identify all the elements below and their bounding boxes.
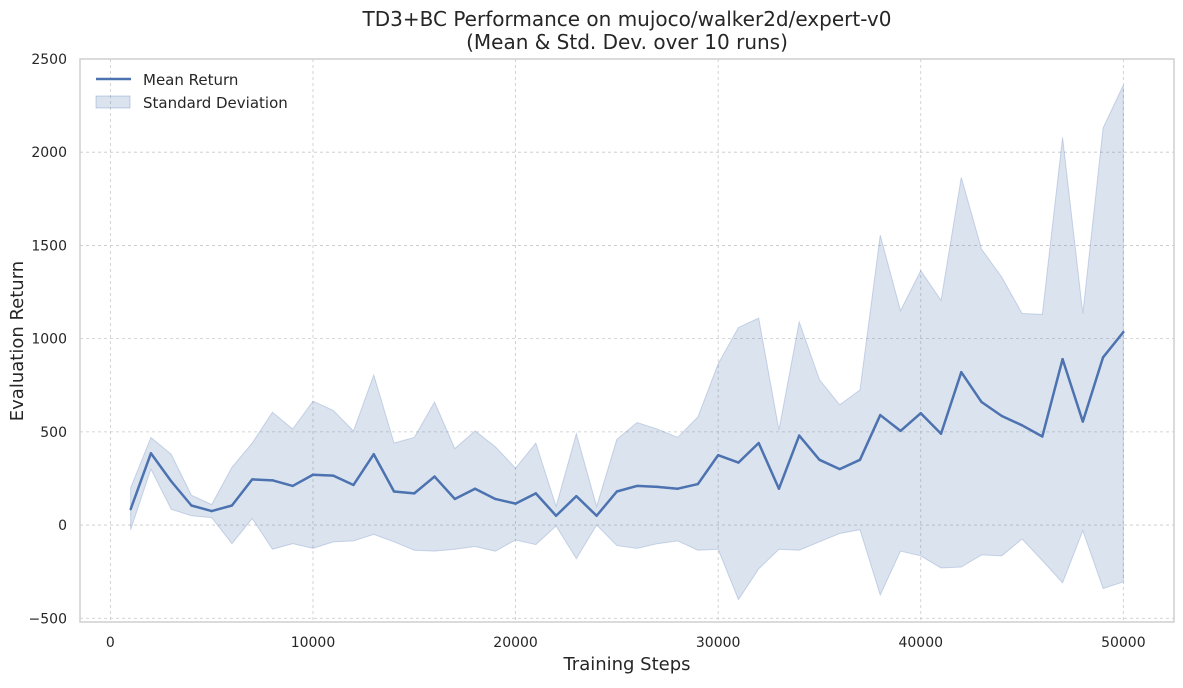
- mean-return-point: [1020, 424, 1024, 427]
- mean-line-layer: [129, 330, 1125, 517]
- grid: [80, 58, 1174, 622]
- x-axis-label: Training Steps: [562, 654, 690, 675]
- mean-return-point: [392, 490, 396, 493]
- mean-return-point: [575, 494, 578, 498]
- x-tick-label: 30000: [696, 635, 741, 651]
- std-band-layer: [130, 84, 1124, 601]
- mean-return-point: [899, 429, 902, 433]
- mean-return-point: [1041, 435, 1044, 438]
- y-axis-label: Evaluation Return: [7, 261, 28, 421]
- legend-swatch-std-dev: [95, 95, 131, 109]
- mean-return-point: [534, 492, 538, 495]
- mean-return-point: [737, 461, 740, 464]
- tick-labels: 0 10000 20000 30000 40000 50000 −500 0 500 1000 15…: [29, 52, 1146, 651]
- mean-return-point: [271, 479, 274, 482]
- mean-return-point: [332, 474, 335, 477]
- mean-return-point: [595, 514, 598, 517]
- mean-return-point: [1101, 356, 1105, 359]
- mean-return-point: [716, 453, 720, 457]
- mean-return-point: [372, 453, 375, 456]
- mean-return-point: [230, 504, 234, 507]
- mean-return-point: [919, 412, 922, 415]
- mean-return-point: [291, 484, 294, 488]
- std-deviation-band: [130, 84, 1124, 601]
- mean-return-point: [473, 487, 477, 490]
- mean-return-point: [960, 370, 963, 374]
- mean-return-point: [169, 480, 173, 483]
- mean-return-point: [676, 487, 679, 490]
- mean-return-point: [352, 483, 355, 487]
- mean-return-point: [696, 482, 700, 486]
- y-tick-label: −500: [29, 611, 67, 627]
- x-tick-label: 0: [106, 635, 115, 651]
- legend-label-std-dev: Standard Deviation: [143, 94, 288, 112]
- y-tick-label: 2500: [31, 52, 67, 68]
- mean-return-point: [777, 487, 781, 490]
- chart-title: TD3+BC Performance on mujoco/walker2d/ex…: [362, 7, 892, 31]
- legend: Mean Return Standard Deviation: [95, 71, 288, 112]
- mean-return-point: [1061, 357, 1064, 361]
- x-tick-label: 20000: [493, 635, 538, 651]
- mean-return-point: [1000, 414, 1003, 418]
- mean-return-point: [413, 492, 416, 495]
- mean-return-point: [858, 458, 862, 462]
- y-tick-label: 0: [58, 518, 67, 534]
- y-tick-label: 1500: [31, 238, 67, 254]
- mean-return-point: [838, 467, 841, 471]
- mean-return-point: [615, 490, 619, 493]
- mean-return-point: [514, 502, 517, 505]
- mean-return-point: [433, 475, 436, 478]
- mean-return-point: [494, 497, 497, 501]
- mean-return-point: [190, 504, 193, 507]
- mean-return-point: [554, 514, 558, 517]
- mean-return-point: [635, 484, 639, 488]
- mean-return-point: [210, 509, 213, 513]
- mean-return-point: [129, 508, 132, 511]
- x-tick-label: 10000: [291, 635, 336, 651]
- x-tick-label: 40000: [898, 635, 943, 651]
- y-tick-label: 1000: [31, 332, 67, 348]
- mean-return-point: [879, 413, 882, 417]
- mean-return-point: [311, 473, 315, 476]
- chart-subtitle: (Mean & Std. Dev. over 10 runs): [466, 30, 788, 54]
- mean-return-point: [149, 452, 153, 455]
- mean-return-point: [757, 441, 760, 445]
- plot-frame: [79, 58, 1175, 623]
- y-tick-label: 500: [40, 425, 67, 441]
- mean-return-line: [129, 331, 1125, 517]
- mean-return-point: [251, 478, 254, 481]
- mean-return-point: [656, 485, 659, 489]
- x-tick-label: 50000: [1101, 635, 1146, 651]
- mean-return-point: [939, 432, 943, 435]
- mean-return-point: [980, 400, 983, 404]
- mean-return-point: [1081, 420, 1085, 423]
- mean-return-point: [1122, 330, 1125, 334]
- mean-return-point: [798, 434, 801, 437]
- mean-return-point: [453, 497, 456, 501]
- legend-label-mean-return: Mean Return: [143, 71, 238, 89]
- mean-return-point: [818, 458, 821, 462]
- y-tick-label: 2000: [31, 145, 67, 161]
